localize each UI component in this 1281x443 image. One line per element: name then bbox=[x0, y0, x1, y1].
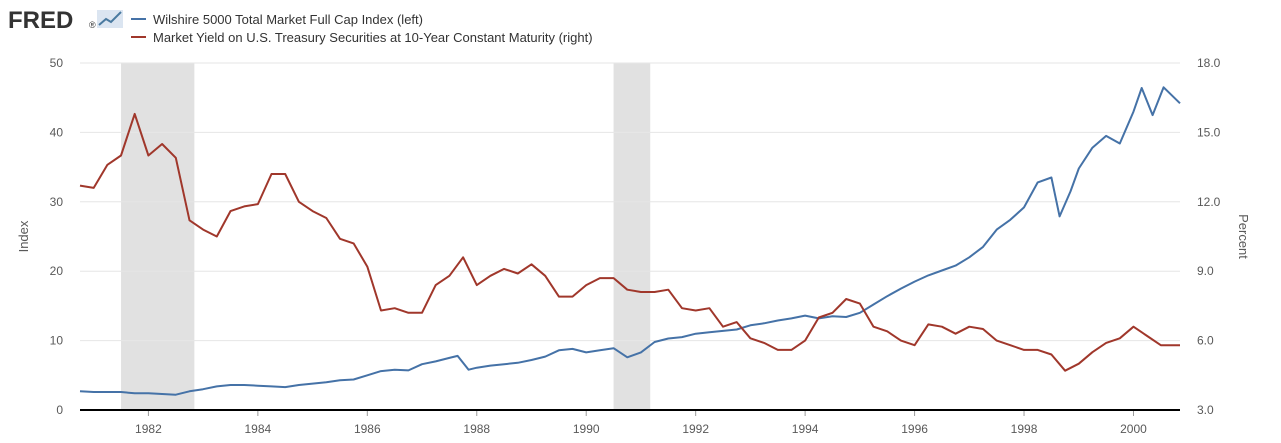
legend-label: Wilshire 5000 Total Market Full Cap Inde… bbox=[153, 12, 423, 27]
fred-logo-text: FRED bbox=[8, 7, 73, 34]
y-right-axis-title: Percent bbox=[1236, 214, 1251, 259]
y-left-axis: 0 10 20 30 40 50 bbox=[50, 56, 64, 417]
x-tick-label: 1990 bbox=[573, 422, 600, 436]
y-left-tick-label: 30 bbox=[50, 195, 64, 209]
legend-label: Market Yield on U.S. Treasury Securities… bbox=[153, 30, 593, 45]
recession-band bbox=[121, 63, 195, 410]
y-left-axis-title: Index bbox=[16, 220, 31, 252]
fred-logo[interactable]: FRED ® bbox=[8, 7, 123, 34]
legend: Wilshire 5000 Total Market Full Cap Inde… bbox=[131, 12, 593, 45]
y-right-tick-label: 9.0 bbox=[1197, 264, 1214, 278]
x-tick-label: 1996 bbox=[901, 422, 928, 436]
x-tick-label: 1984 bbox=[245, 422, 272, 436]
series-line-wilshire-5000 bbox=[79, 86, 1181, 396]
y-left-tick-label: 10 bbox=[50, 334, 64, 348]
y-right-axis: 3.0 6.0 9.0 12.0 15.0 18.0 bbox=[1197, 56, 1221, 417]
y-right-tick-label: 6.0 bbox=[1197, 334, 1214, 348]
y-left-tick-label: 40 bbox=[50, 125, 64, 139]
series-lines bbox=[79, 86, 1181, 396]
x-tick-label: 1982 bbox=[135, 422, 162, 436]
recession-shading bbox=[121, 63, 651, 410]
fred-logo-chart-icon bbox=[97, 10, 123, 28]
y-right-tick-label: 18.0 bbox=[1197, 56, 1221, 70]
y-left-tick-label: 50 bbox=[50, 56, 64, 70]
fred-logo-registered: ® bbox=[89, 20, 96, 30]
y-right-tick-label: 3.0 bbox=[1197, 403, 1214, 417]
y-left-tick-label: 20 bbox=[50, 264, 64, 278]
y-right-tick-label: 15.0 bbox=[1197, 125, 1221, 139]
x-tick-label: 2000 bbox=[1120, 422, 1147, 436]
x-tick-label: 1998 bbox=[1011, 422, 1038, 436]
x-tick-label: 1986 bbox=[354, 422, 381, 436]
recession-band bbox=[613, 63, 651, 410]
x-tick-label: 1994 bbox=[792, 422, 819, 436]
x-tick-label: 1988 bbox=[463, 422, 490, 436]
x-axis: 1982 1984 1986 1988 1990 1992 1994 1996 1998 2000 bbox=[135, 410, 1147, 436]
y-right-tick-label: 12.0 bbox=[1197, 195, 1221, 209]
series-line-10-year-treasury-yield bbox=[79, 112, 1180, 372]
y-left-tick-label: 0 bbox=[56, 403, 63, 417]
x-tick-label: 1992 bbox=[682, 422, 709, 436]
